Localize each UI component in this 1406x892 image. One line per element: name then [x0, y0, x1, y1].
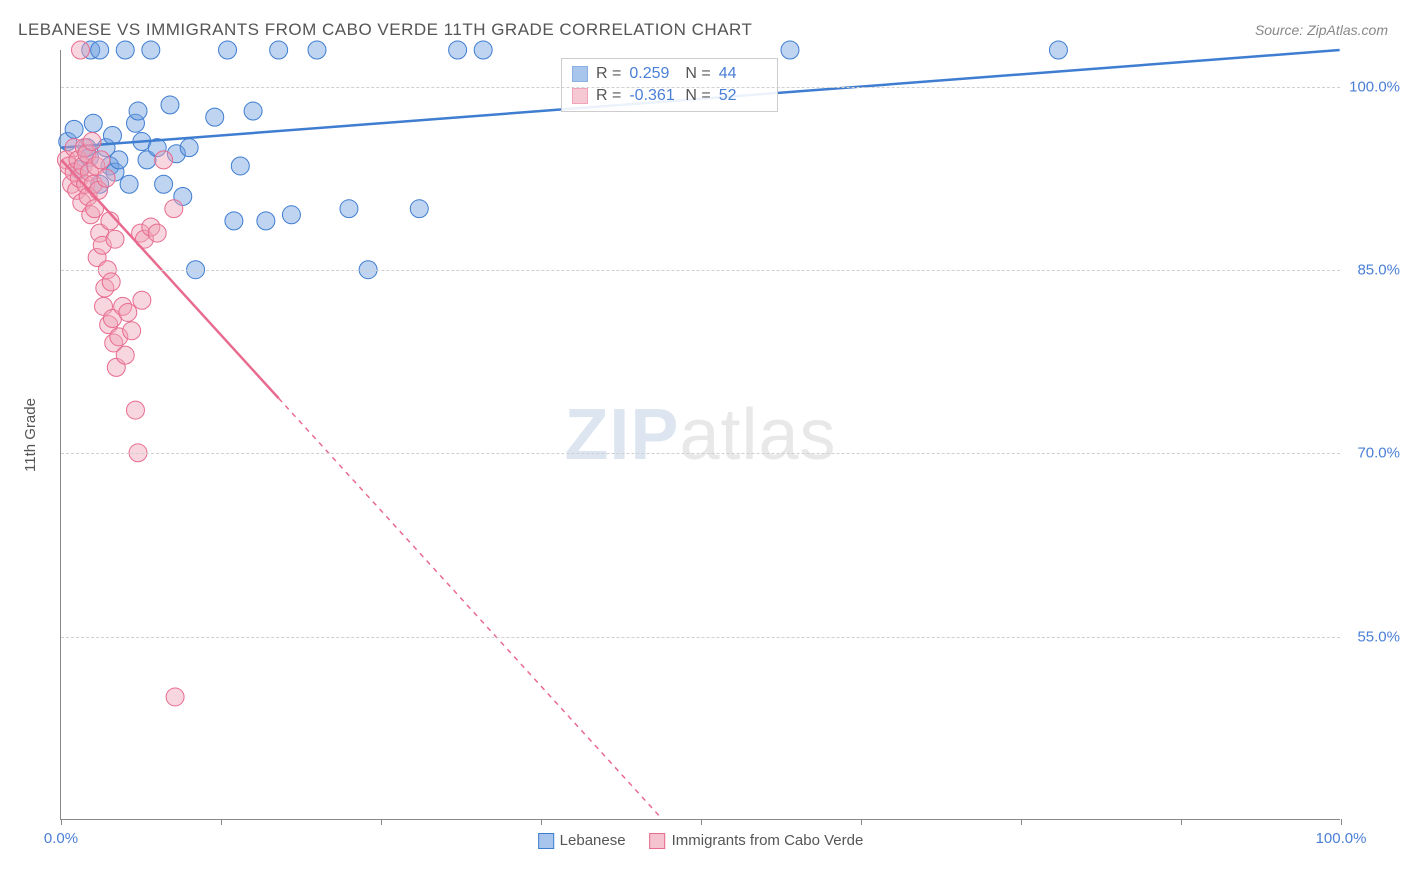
data-point	[103, 126, 121, 144]
data-point	[282, 206, 300, 224]
legend-label: Immigrants from Cabo Verde	[672, 832, 864, 849]
x-tick	[221, 819, 222, 825]
chart-header: LEBANESE VS IMMIGRANTS FROM CABO VERDE 1…	[18, 20, 1388, 40]
stats-r-label: R =	[596, 87, 621, 105]
data-point	[83, 133, 101, 151]
data-point	[166, 688, 184, 706]
legend-item: Immigrants from Cabo Verde	[650, 832, 864, 849]
x-tick	[1341, 819, 1342, 825]
data-point	[244, 102, 262, 120]
stats-row: R = -0.361 N = 52	[572, 85, 767, 107]
data-point	[119, 303, 137, 321]
plot-area: ZIPatlas R =0.259N =44R =-0.361N =52 Leb…	[60, 50, 1340, 820]
data-point	[270, 41, 288, 59]
grid-line	[61, 270, 1340, 271]
data-point	[155, 175, 173, 193]
data-point	[449, 41, 467, 59]
data-point	[65, 120, 83, 138]
stats-swatch	[572, 88, 588, 104]
data-point	[92, 151, 110, 169]
data-point	[142, 41, 160, 59]
stats-n-value: 52	[719, 87, 767, 105]
grid-line	[61, 637, 1340, 638]
x-tick	[61, 819, 62, 825]
data-point	[161, 96, 179, 114]
y-tick-label: 85.0%	[1345, 262, 1400, 279]
stats-row: R = 0.259 N = 44	[572, 63, 767, 85]
data-point	[133, 291, 151, 309]
data-point	[110, 151, 128, 169]
data-point	[257, 212, 275, 230]
data-point	[155, 151, 173, 169]
data-point	[126, 401, 144, 419]
stats-n-label: N =	[685, 87, 710, 105]
data-point	[231, 157, 249, 175]
data-point	[148, 224, 166, 242]
data-point	[308, 41, 326, 59]
y-tick-label: 70.0%	[1345, 445, 1400, 462]
data-point	[116, 346, 134, 364]
legend-item: Lebanese	[538, 832, 626, 849]
data-point	[97, 169, 115, 187]
chart-title: LEBANESE VS IMMIGRANTS FROM CABO VERDE 1…	[18, 20, 752, 40]
stats-swatch	[572, 66, 588, 82]
data-point	[206, 108, 224, 126]
x-tick-label: 0.0%	[44, 830, 78, 847]
data-point	[120, 175, 138, 193]
data-point	[781, 41, 799, 59]
grid-line	[61, 453, 1340, 454]
x-tick	[1181, 819, 1182, 825]
x-tick	[861, 819, 862, 825]
legend-swatch	[538, 833, 554, 849]
data-point	[1049, 41, 1067, 59]
x-tick-label: 100.0%	[1316, 830, 1367, 847]
stats-n-label: N =	[685, 65, 710, 83]
data-point	[129, 102, 147, 120]
legend-swatch	[650, 833, 666, 849]
data-point	[340, 200, 358, 218]
data-point	[219, 41, 237, 59]
y-tick-label: 100.0%	[1345, 78, 1400, 95]
data-point	[106, 230, 124, 248]
y-axis-label: 11th Grade	[22, 398, 39, 472]
data-point	[123, 322, 141, 340]
data-point	[474, 41, 492, 59]
stats-r-label: R =	[596, 65, 621, 83]
regression-line-dashed	[279, 398, 663, 819]
data-point	[72, 41, 90, 59]
stats-box: R = 0.259 N = 44 R = -0.361 N = 52	[561, 58, 778, 112]
stats-n-value: 44	[719, 65, 767, 83]
data-point	[116, 41, 134, 59]
regression-line	[61, 160, 278, 398]
data-point	[91, 41, 109, 59]
grid-line	[61, 87, 1340, 88]
data-point	[84, 114, 102, 132]
chart-svg	[61, 50, 1340, 819]
legend-label: Lebanese	[560, 832, 626, 849]
stats-r-value: -0.361	[629, 87, 677, 105]
data-point	[225, 212, 243, 230]
data-point	[165, 200, 183, 218]
x-tick	[541, 819, 542, 825]
x-tick	[701, 819, 702, 825]
data-point	[410, 200, 428, 218]
x-tick	[381, 819, 382, 825]
x-tick	[1021, 819, 1022, 825]
stats-r-value: 0.259	[629, 65, 677, 83]
data-point	[102, 273, 120, 291]
legend-bottom: Lebanese Immigrants from Cabo Verde	[538, 832, 864, 849]
y-tick-label: 55.0%	[1345, 628, 1400, 645]
data-point	[180, 139, 198, 157]
chart-source: Source: ZipAtlas.com	[1255, 22, 1388, 38]
